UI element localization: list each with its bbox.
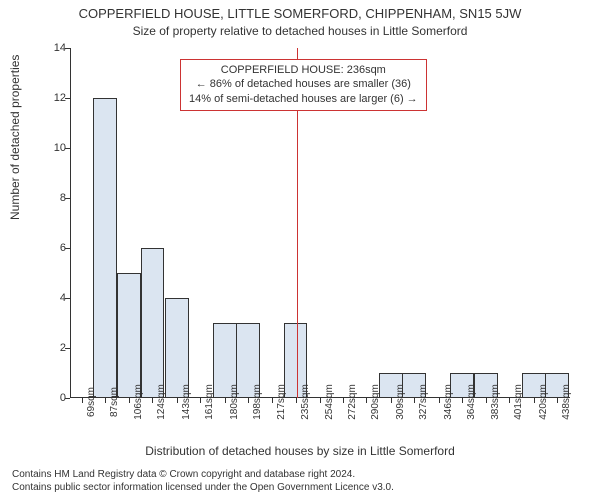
x-tick-mark [366, 398, 367, 403]
info-box-line: ← 86% of detached houses are smaller (36… [189, 77, 418, 92]
chart-title-main: COPPERFIELD HOUSE, LITTLE SOMERFORD, CHI… [0, 6, 600, 21]
x-tick-mark [486, 398, 487, 403]
info-box-line: COPPERFIELD HOUSE: 236sqm [189, 63, 418, 78]
x-tick-label: 124sqm [156, 384, 167, 420]
x-tick-label: 180sqm [229, 384, 240, 420]
x-tick-label: 198sqm [252, 384, 263, 420]
footer-line-1: Contains HM Land Registry data © Crown c… [12, 468, 394, 481]
y-tick-mark [65, 248, 70, 249]
x-tick-mark [200, 398, 201, 403]
chart-title-sub: Size of property relative to detached ho… [0, 24, 600, 38]
info-box: COPPERFIELD HOUSE: 236sqm← 86% of detach… [180, 59, 427, 112]
x-tick-label: 235sqm [300, 384, 311, 420]
x-tick-mark [320, 398, 321, 403]
x-tick-label: 69sqm [86, 387, 97, 417]
histogram-bar [93, 98, 117, 398]
x-tick-mark [272, 398, 273, 403]
x-tick-mark [129, 398, 130, 403]
y-axis-label: Number of detached properties [8, 55, 22, 220]
histogram-bar [165, 298, 189, 398]
x-tick-mark [225, 398, 226, 403]
x-tick-label: 401sqm [513, 384, 524, 420]
x-tick-label: 420sqm [538, 384, 549, 420]
x-tick-label: 309sqm [395, 384, 406, 420]
x-tick-mark [105, 398, 106, 403]
x-tick-mark [296, 398, 297, 403]
x-tick-label: 254sqm [324, 384, 335, 420]
footer-line-2: Contains public sector information licen… [12, 481, 394, 494]
x-tick-mark [509, 398, 510, 403]
x-tick-mark [248, 398, 249, 403]
x-tick-label: 217sqm [276, 384, 287, 420]
y-tick-mark [65, 198, 70, 199]
x-tick-label: 290sqm [370, 384, 381, 420]
histogram-bar [117, 273, 141, 398]
x-axis-label: Distribution of detached houses by size … [0, 444, 600, 458]
x-tick-mark [534, 398, 535, 403]
x-tick-mark [391, 398, 392, 403]
histogram-bar [141, 248, 165, 398]
x-tick-mark [414, 398, 415, 403]
x-tick-mark [152, 398, 153, 403]
x-tick-label: 143sqm [181, 384, 192, 420]
x-tick-label: 327sqm [418, 384, 429, 420]
footer-attribution: Contains HM Land Registry data © Crown c… [12, 468, 394, 494]
y-tick-mark [65, 148, 70, 149]
x-tick-mark [557, 398, 558, 403]
x-tick-label: 383sqm [490, 384, 501, 420]
y-tick-mark [65, 298, 70, 299]
y-tick-mark [65, 348, 70, 349]
x-tick-label: 87sqm [109, 387, 120, 417]
x-tick-label: 364sqm [466, 384, 477, 420]
x-tick-label: 438sqm [561, 384, 572, 420]
plot-area: COPPERFIELD HOUSE: 236sqm← 86% of detach… [70, 48, 570, 398]
x-tick-mark [177, 398, 178, 403]
x-tick-label: 272sqm [347, 384, 358, 420]
y-tick-mark [65, 98, 70, 99]
x-tick-mark [439, 398, 440, 403]
x-tick-mark [343, 398, 344, 403]
y-tick-mark [65, 398, 70, 399]
x-tick-mark [82, 398, 83, 403]
chart-container: COPPERFIELD HOUSE, LITTLE SOMERFORD, CHI… [0, 0, 600, 500]
x-tick-label: 346sqm [443, 384, 454, 420]
info-box-line: 14% of semi-detached houses are larger (… [189, 92, 418, 107]
x-tick-mark [462, 398, 463, 403]
x-tick-label: 106sqm [133, 384, 144, 420]
x-tick-label: 161sqm [204, 384, 215, 420]
y-tick-mark [65, 48, 70, 49]
